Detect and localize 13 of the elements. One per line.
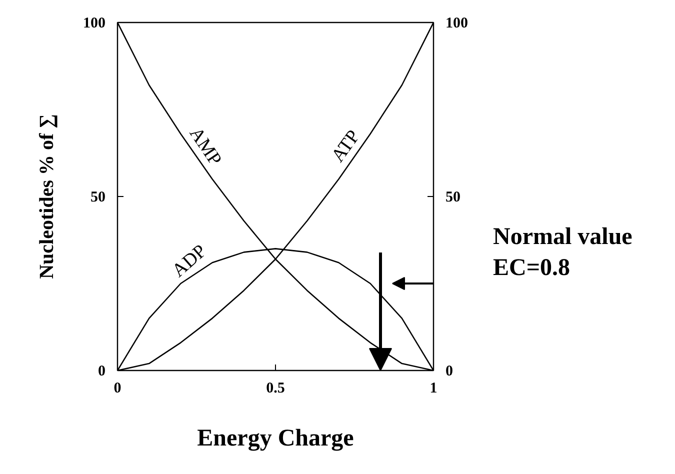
text: Normal value EC=0.8 <box>493 223 632 284</box>
y-axis-title: Nucleotides % of ∑ <box>36 114 58 279</box>
x-axis-title: Energy Charge <box>197 426 354 452</box>
x-tick-label: 1 <box>430 380 438 396</box>
y-tick-label: 100 <box>83 16 106 32</box>
y-tick-label: 0 <box>98 364 106 380</box>
y2-tick-label: 0 <box>446 364 453 380</box>
text: ADP <box>168 240 211 282</box>
y2-tick-label: 50 <box>446 190 460 206</box>
x-tick-label: 0.5 <box>266 380 285 396</box>
y-tick-label: 50 <box>90 190 106 206</box>
y2-tick-label: 100 <box>446 16 468 32</box>
x-tick-label: 0 <box>114 380 122 396</box>
